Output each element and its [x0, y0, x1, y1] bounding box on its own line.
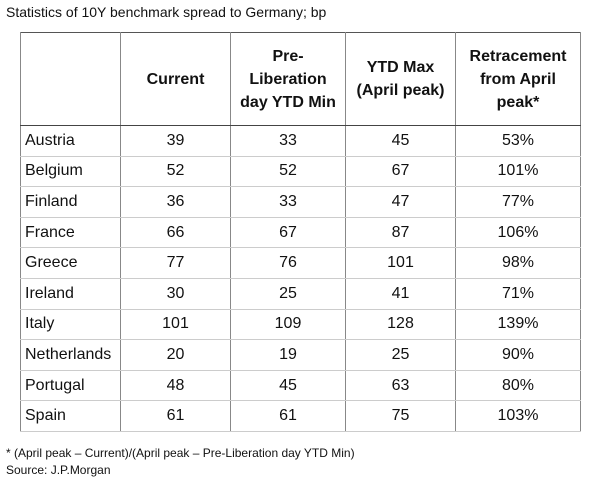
- cell: 66: [120, 217, 231, 249]
- row-label: Ireland: [20, 278, 121, 310]
- source: Source: J.P.Morgan: [6, 463, 111, 477]
- header-cell: [20, 32, 121, 126]
- cell: 19: [230, 339, 346, 371]
- cell: 39: [120, 125, 231, 157]
- cell: 77%: [455, 186, 581, 218]
- cell: 77: [120, 247, 231, 279]
- cell: 61: [230, 400, 346, 432]
- row-label: Portugal: [20, 370, 121, 402]
- cell: 87: [345, 217, 456, 249]
- row-label: Belgium: [20, 156, 121, 188]
- table-row: Portugal 48 45 63 80%: [20, 370, 581, 402]
- header-row: Current Pre-Liberation day YTD Min YTD Max…: [20, 32, 581, 126]
- table-head: Current Pre-Liberation day YTD Min YTD Max…: [20, 32, 581, 126]
- cell: 48: [120, 370, 231, 402]
- cell: 128: [345, 309, 456, 341]
- table-row: Spain 61 61 75 103%: [20, 400, 581, 432]
- cell: 106%: [455, 217, 581, 249]
- table-body: Austria 39 33 45 53% Belgium 52 52 67 101% Finland…: [20, 125, 581, 432]
- cell: 98%: [455, 247, 581, 279]
- table-row: France 66 67 87 106%: [20, 217, 581, 249]
- row-label: Spain: [20, 400, 121, 432]
- row-label: Greece: [20, 247, 121, 279]
- cell: 52: [120, 156, 231, 188]
- row-label: Italy: [20, 309, 121, 341]
- table-row: Finland 36 33 47 77%: [20, 186, 581, 218]
- table-row: Italy 101 109 128 139%: [20, 309, 581, 341]
- table-row: Ireland 30 25 41 71%: [20, 278, 581, 310]
- footnote: * (April peak – Current)/(April peak – P…: [6, 446, 355, 460]
- cell: 52: [230, 156, 346, 188]
- cell: 61: [120, 400, 231, 432]
- cell: 45: [345, 125, 456, 157]
- cell: 33: [230, 186, 346, 218]
- cell: 101: [120, 309, 231, 341]
- cell: 103%: [455, 400, 581, 432]
- title: Statistics of 10Y benchmark spread to Ge…: [6, 4, 327, 20]
- cell: 63: [345, 370, 456, 402]
- cell: 101%: [455, 156, 581, 188]
- column-header: Retracement from April peak*: [455, 32, 581, 126]
- cell: 139%: [455, 309, 581, 341]
- table-row: Netherlands 20 19 25 90%: [20, 339, 581, 371]
- cell: 80%: [455, 370, 581, 402]
- cell: 101: [345, 247, 456, 279]
- cell: 67: [230, 217, 346, 249]
- table-row: Greece 77 76 101 98%: [20, 247, 581, 279]
- cell: 76: [230, 247, 346, 279]
- cell: 90%: [455, 339, 581, 371]
- cell: 30: [120, 278, 231, 310]
- cell: 41: [345, 278, 456, 310]
- spread-table: Current Pre-Liberation day YTD Min YTD Max…: [20, 32, 581, 432]
- cell: 45: [230, 370, 346, 402]
- row-label: Netherlands: [20, 339, 121, 371]
- cell: 25: [230, 278, 346, 310]
- cell: 71%: [455, 278, 581, 310]
- column-header: Pre-Liberation day YTD Min: [230, 32, 346, 126]
- cell: 53%: [455, 125, 581, 157]
- column-header: YTD Max (April peak): [345, 32, 456, 126]
- cell: 109: [230, 309, 346, 341]
- table-row: Austria 39 33 45 53%: [20, 125, 581, 157]
- table-row: Belgium 52 52 67 101%: [20, 156, 581, 188]
- cell: 33: [230, 125, 346, 157]
- cell: 75: [345, 400, 456, 432]
- column-header: Current: [120, 32, 231, 126]
- cell: 36: [120, 186, 231, 218]
- cell: 20: [120, 339, 231, 371]
- cell: 67: [345, 156, 456, 188]
- row-label: France: [20, 217, 121, 249]
- row-label: Finland: [20, 186, 121, 218]
- cell: 25: [345, 339, 456, 371]
- cell: 47: [345, 186, 456, 218]
- row-label: Austria: [20, 125, 121, 157]
